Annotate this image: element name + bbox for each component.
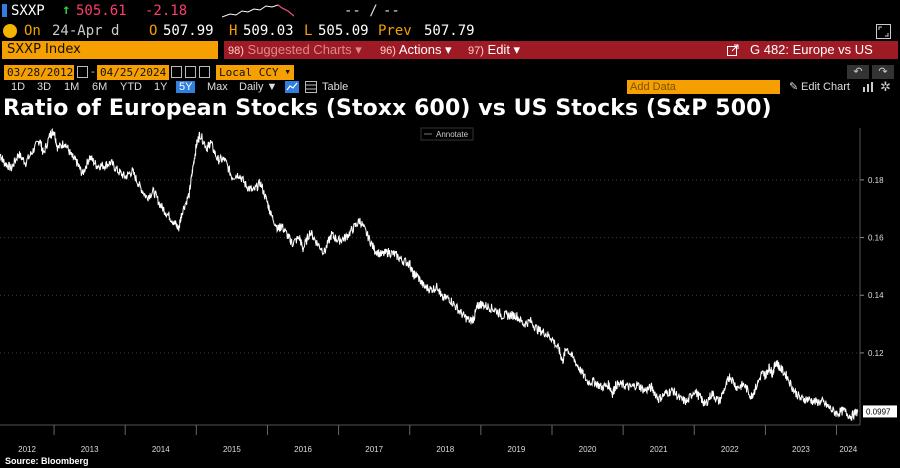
- prev-value: 507.79: [424, 23, 475, 39]
- chart-settings-icon[interactable]: [862, 81, 874, 93]
- y-tick-label: 0.12: [868, 349, 884, 358]
- table-button[interactable]: Table: [322, 81, 349, 93]
- period-1d[interactable]: 1D: [11, 81, 26, 93]
- clock-icon: [3, 24, 17, 38]
- suggested-charts-label: Suggested Charts ▾: [247, 42, 362, 57]
- bid-ask-placeholder-2: --: [383, 3, 400, 19]
- undo-icon[interactable]: ↶: [847, 65, 869, 79]
- prev-label: Prev: [378, 23, 412, 39]
- security-marker: [2, 4, 7, 17]
- period-1y[interactable]: 1Y: [154, 81, 168, 93]
- series-layer: 0.0997: [0, 128, 897, 422]
- low-label: L: [304, 23, 313, 39]
- y-tick-label: 0.16: [868, 234, 884, 243]
- x-tick-label: 2016: [294, 445, 312, 454]
- currency-value: Local CCY: [219, 66, 279, 79]
- x-tick-label: 2019: [508, 445, 526, 454]
- quote-date: 24-Apr d: [52, 23, 120, 39]
- last-value-badge: [863, 405, 897, 418]
- x-tick-label: 2020: [579, 445, 597, 454]
- quote-header: SXXP ↑ 505.61 -2.18 -- / --: [0, 0, 900, 22]
- command-menu-bar: 98) Suggested Charts ▾ 96) Actions ▾ 97)…: [224, 41, 898, 59]
- x-tick-label: 2023: [792, 445, 810, 454]
- pencil-icon: ✎: [789, 81, 799, 93]
- open-label: O: [149, 23, 158, 39]
- frequency-select[interactable]: Daily ▼: [239, 81, 278, 93]
- start-date-input[interactable]: 03/28/2012: [4, 65, 74, 80]
- x-axis: 2012 2013 2014 2015 2016 2017 2018 2019 2020 2021…: [0, 424, 860, 454]
- edit-number: 97): [468, 45, 484, 57]
- annotate-button[interactable]: Annotate: [420, 127, 474, 141]
- table-icon[interactable]: [305, 81, 317, 93]
- session-info: On 24-Apr d O 507.99 H 509.03 L 505.09 P…: [0, 22, 900, 41]
- y-axis: 0.12 0.14 0.16 0.18: [859, 128, 884, 425]
- calendar-icon[interactable]: [171, 66, 182, 78]
- period-1m[interactable]: 1M: [64, 81, 80, 93]
- edit-menu[interactable]: 97) Edit ▾: [468, 42, 520, 58]
- period-6m[interactable]: 6M: [92, 81, 108, 93]
- high-label: H: [229, 23, 238, 39]
- command-bar: SXXP Index 98) Suggested Charts ▾ 96) Ac…: [0, 41, 900, 59]
- source-note: Source: Bloomberg: [5, 456, 89, 466]
- x-tick-label: 2012: [18, 445, 36, 454]
- high-value: 509.03: [243, 23, 294, 39]
- period-bar: 1D 3D 1M 6M YTD 1Y 5Y Max Daily ▼ Table …: [0, 79, 900, 95]
- period-ytd[interactable]: YTD: [120, 81, 142, 93]
- chevron-down-icon: ▾: [284, 65, 291, 78]
- last-price: 505.61: [76, 3, 127, 19]
- actions-label: Actions ▾: [398, 42, 452, 57]
- gear-icon[interactable]: ✲: [880, 79, 891, 94]
- calendar-icon[interactable]: [199, 66, 210, 78]
- period-3d[interactable]: 3D: [37, 81, 52, 93]
- x-tick-label: 2024: [839, 445, 857, 454]
- security-field[interactable]: SXXP Index: [2, 41, 218, 59]
- x-tick-label: 2018: [436, 445, 454, 454]
- end-date-input[interactable]: 04/25/2024: [97, 65, 169, 80]
- y-tick-label: 0.14: [868, 291, 884, 300]
- price-change: -2.18: [145, 3, 188, 19]
- intraday-sparkline: [222, 4, 294, 18]
- ratio-series-line: [0, 128, 859, 422]
- redo-icon[interactable]: ↷: [872, 65, 894, 79]
- chart-name[interactable]: G 482: Europe vs US: [750, 42, 873, 57]
- x-tick-label: 2017: [365, 445, 383, 454]
- up-arrow-icon: ↑: [62, 2, 71, 18]
- last-value-label: 0.0997: [866, 407, 891, 416]
- actions-number: 96): [380, 45, 396, 57]
- chart-grid: [0, 179, 860, 354]
- share-icon[interactable]: [727, 44, 739, 56]
- bid-ask-placeholder: -- /: [344, 3, 378, 19]
- y-tick-label: 0.18: [868, 176, 884, 185]
- expand-icon[interactable]: [876, 24, 891, 39]
- x-tick-label: 2021: [650, 445, 668, 454]
- period-5y[interactable]: 5Y: [176, 81, 196, 93]
- add-data-input[interactable]: Add Data: [627, 80, 780, 94]
- date-range-bar: 03/28/2012 - 04/25/2024 Local CCY ▾ ↶ ↷: [0, 65, 900, 80]
- line-chart[interactable]: 2012 2013 2014 2015 2016 2017 2018 2019 2020 2021…: [0, 124, 900, 456]
- ticker-symbol[interactable]: SXXP: [11, 3, 45, 19]
- annotate-label: Annotate: [436, 130, 469, 139]
- low-value: 505.09: [318, 23, 369, 39]
- x-tick-label: 2022: [721, 445, 739, 454]
- x-tick-label: 2015: [223, 445, 241, 454]
- edit-label: Edit ▾: [487, 42, 521, 57]
- calendar-icon[interactable]: [77, 66, 88, 78]
- chart-title: Ratio of European Stocks (Stoxx 600) vs …: [3, 96, 772, 121]
- suggested-charts-number: 98): [228, 45, 244, 57]
- chart-type-icon[interactable]: [285, 81, 299, 93]
- x-tick-label: 2013: [81, 445, 99, 454]
- suggested-charts-menu[interactable]: 98) Suggested Charts ▾: [228, 42, 362, 58]
- currency-select[interactable]: Local CCY ▾: [216, 65, 294, 80]
- open-value: 507.99: [163, 23, 214, 39]
- edit-chart-button[interactable]: Edit Chart: [801, 81, 850, 93]
- date-separator: -: [91, 66, 95, 78]
- x-tick-label: 2014: [152, 445, 170, 454]
- actions-menu[interactable]: 96) Actions ▾: [380, 42, 452, 58]
- on-label: On: [24, 23, 41, 39]
- calendar-icon[interactable]: [185, 66, 196, 78]
- period-max[interactable]: Max: [207, 81, 228, 93]
